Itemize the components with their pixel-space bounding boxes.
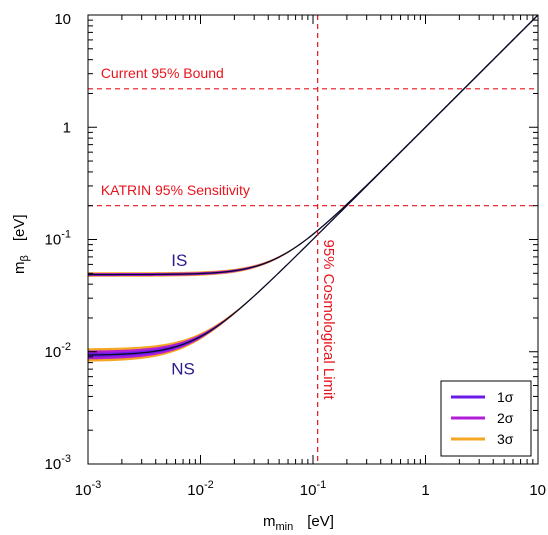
x-tick-label-1: 10-2: [187, 479, 213, 499]
band-label-is: IS: [171, 251, 187, 270]
reference-lines-layer: [88, 15, 538, 464]
legend-label-1: 2σ: [497, 410, 514, 426]
x-tick-label-2: 10-1: [300, 479, 326, 499]
x-tick-label-0-exponent: -3: [91, 479, 101, 491]
x-axis-title: mmin [eV]: [263, 513, 334, 533]
y-tick-label-2-exponent: -1: [61, 229, 71, 241]
y-tick-label-2: 10-1: [45, 229, 71, 249]
annotation-layer: Current 95% Bound KATRIN 95% Sensitivity 9…: [101, 65, 337, 400]
x-tick-label-0: 10-3: [75, 479, 101, 499]
y-tick-label-0-exponent: -3: [61, 453, 71, 465]
is-band-2sigma: [88, 15, 538, 277]
x-axis-title-part: [eV]: [307, 513, 334, 530]
y-tick-label-4: 10: [54, 11, 71, 28]
band-label-ns: NS: [171, 359, 195, 378]
y-axis-title: mβ [eV]: [11, 214, 31, 274]
y-tick-label-0: 10-3: [45, 453, 71, 473]
is-band-1sigma: [88, 15, 538, 276]
legend: 1σ 2σ 3σ: [440, 380, 532, 457]
reference-label-0: Current 95% Bound: [101, 65, 224, 81]
y-axis-title-part: [eV]: [11, 214, 28, 241]
reference-label-2: 95% Cosmological Limit: [320, 240, 337, 401]
y-tick-label-1-exponent: -2: [61, 341, 71, 353]
y-tick-label-3: 1: [63, 119, 71, 136]
y-axis-title-part: β: [19, 255, 31, 261]
ns-central-line: [88, 15, 538, 356]
reference-label-1: KATRIN 95% Sensitivity: [101, 182, 250, 198]
y-axis-title-part: m: [11, 262, 28, 275]
bands-layer: [88, 15, 538, 362]
x-tick-label-2-exponent: -1: [316, 479, 326, 491]
axis-titles: mmin [eV]mβ[eV]: [11, 214, 334, 533]
legend-label-2: 3σ: [497, 431, 514, 447]
x-tick-label-4: 10: [529, 482, 546, 499]
x-axis-title-part: m: [263, 513, 276, 530]
x-tick-label-1-exponent: -2: [204, 479, 214, 491]
is-band-3sigma: [88, 15, 538, 277]
is-central-line: [88, 15, 538, 276]
legend-label-0: 1σ: [497, 389, 514, 405]
x-tick-label-3: 1: [421, 482, 429, 499]
x-axis-title-part: min: [276, 521, 294, 533]
y-tick-label-1: 10-2: [45, 341, 71, 361]
